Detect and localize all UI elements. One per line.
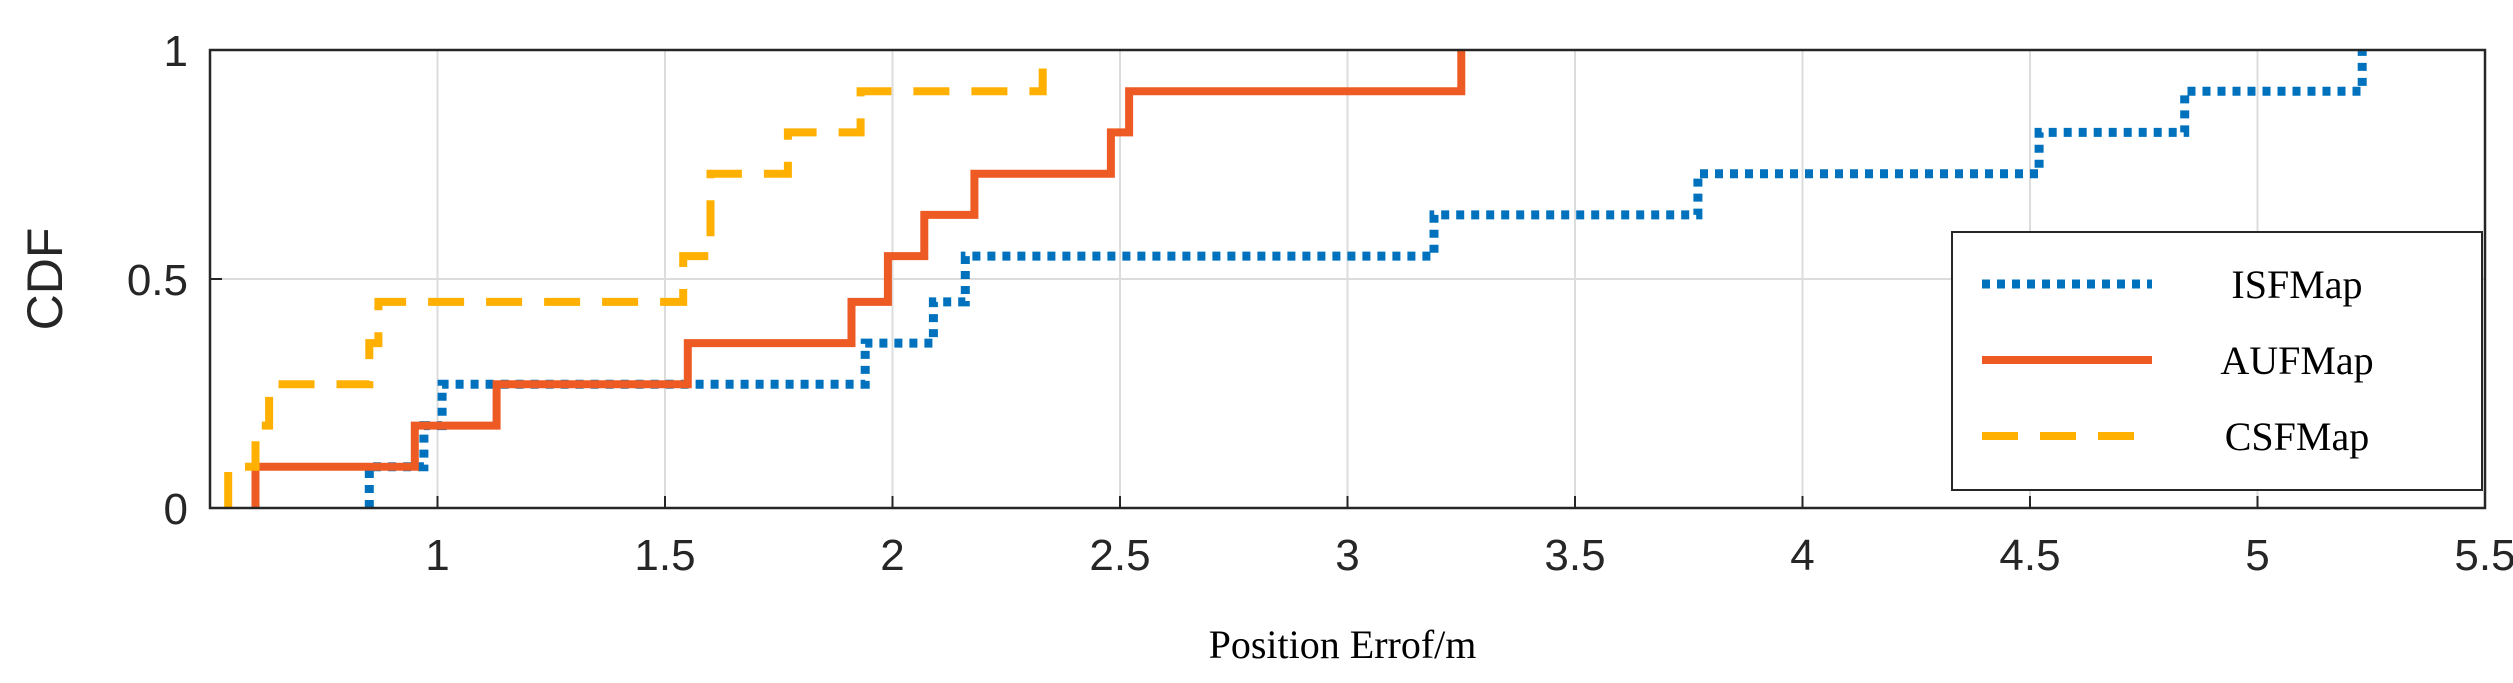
data-series	[224, 50, 2367, 508]
legend-label-csfmap: CSFMap	[2225, 414, 2370, 459]
y-axis-label: CDF	[17, 228, 73, 331]
x-tick-label: 2.5	[1089, 531, 1150, 580]
axis-ticks: 1 1.5 2 2.5 3 3.5 4 4.5 5 5.5 0 0.5 1	[127, 27, 2513, 580]
x-tick-label: 1.5	[634, 531, 695, 580]
x-tick-label: 5	[2245, 531, 2269, 580]
legend-label-aufmap: AUFMap	[2220, 338, 2373, 383]
x-tick-label: 3	[1335, 531, 1359, 580]
x-axis-label: Position Errof/m	[1209, 622, 1477, 667]
y-tick-label: 1	[164, 27, 188, 76]
series-line-aufmap	[251, 50, 1466, 508]
x-tick-label: 4.5	[1999, 531, 2060, 580]
y-tick-label: 0	[164, 485, 188, 534]
x-tick-label: 4	[1790, 531, 1814, 580]
x-tick-label: 3.5	[1544, 531, 1605, 580]
series-line-isfmap	[364, 50, 2367, 508]
x-tick-label: 1	[425, 531, 449, 580]
y-tick-label: 0.5	[127, 256, 188, 305]
legend: ISFMap AUFMap CSFMap	[1951, 231, 2483, 491]
series-line-csfmap	[224, 50, 1047, 508]
x-tick-label: 5.5	[2454, 531, 2513, 580]
x-tick-label: 2	[880, 531, 904, 580]
legend-label-isfmap: ISFMap	[2231, 262, 2362, 307]
